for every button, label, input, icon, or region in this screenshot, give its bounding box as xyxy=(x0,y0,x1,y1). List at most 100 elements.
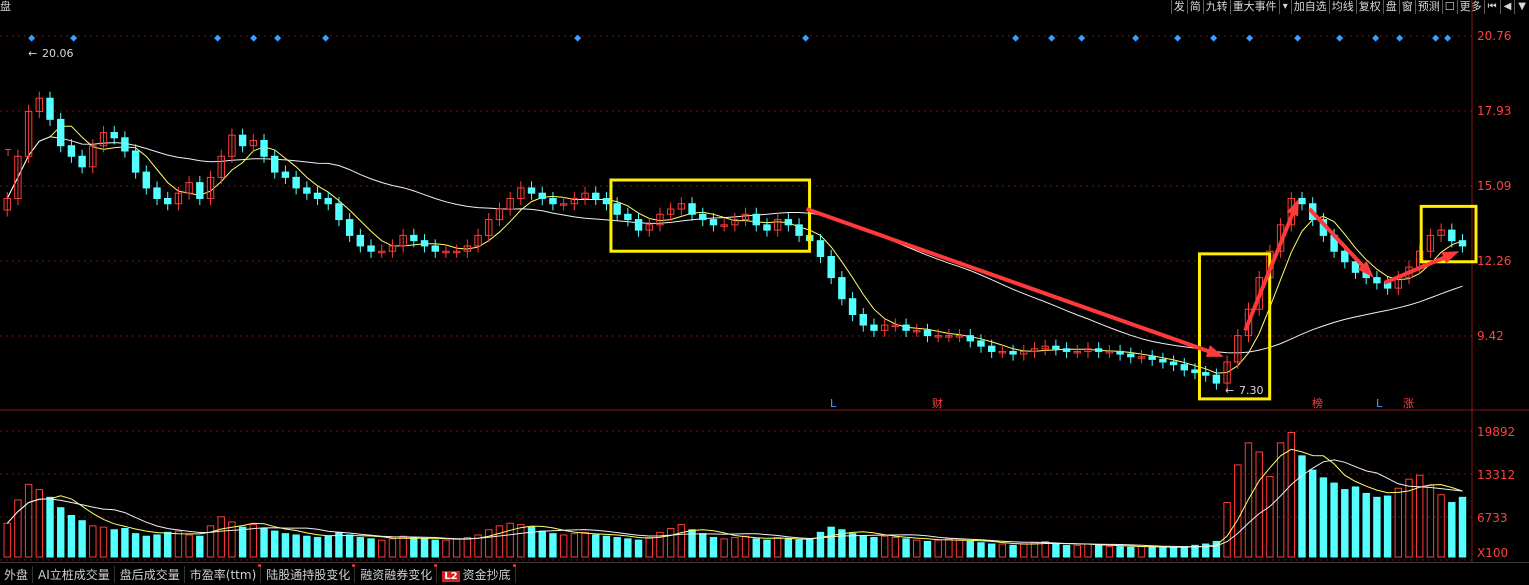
candle-body xyxy=(399,234,407,247)
volume-bar xyxy=(816,531,825,558)
tab-ai-volume[interactable]: AI立桩成交量 xyxy=(34,565,115,583)
volume-bar xyxy=(378,539,386,558)
toolbar-button-window[interactable]: 窗 xyxy=(1398,0,1415,14)
candle-body xyxy=(998,350,1007,354)
toolbar-button-layout[interactable]: ☐ xyxy=(1441,0,1457,14)
trend-arrow-head xyxy=(1286,198,1299,217)
tab-pe-ratio[interactable]: 市盈率(ttm) xyxy=(186,563,262,583)
candle-body xyxy=(784,219,793,226)
toolbar-button-pan[interactable]: 盘 xyxy=(1382,0,1399,14)
volume-bar xyxy=(452,538,461,558)
volume-bar xyxy=(238,526,247,558)
candle-body xyxy=(185,182,193,194)
price-tick: 20.76 xyxy=(1477,29,1511,43)
volume-bar xyxy=(1169,547,1178,558)
candle-body xyxy=(1009,350,1017,355)
event-diamond xyxy=(1294,34,1302,42)
toolbar-button-forecast[interactable]: 预测 xyxy=(1414,0,1442,14)
volume-ma-short xyxy=(6,448,1463,548)
toolbar-button-adjust[interactable]: 复权 xyxy=(1355,0,1383,14)
candle-body xyxy=(613,203,621,215)
next-arrow-icon[interactable]: ▼ xyxy=(1514,0,1529,14)
volume-bar xyxy=(399,535,407,558)
volume-bar xyxy=(185,534,193,558)
volume-bar xyxy=(763,539,771,558)
trend-arrow-head xyxy=(1357,261,1374,278)
low-price-label: 7.30 xyxy=(1239,384,1264,397)
first-page-icon[interactable]: ⏮ xyxy=(1483,0,1500,14)
candle-body xyxy=(1223,361,1231,384)
prev-arrow-icon[interactable]: ◀ xyxy=(1499,0,1515,14)
volume-bar xyxy=(1373,496,1381,558)
volume-bar xyxy=(1308,469,1317,558)
volume-bar xyxy=(206,525,215,558)
kline-chart[interactable]: 20.76 17.93 15.09 12.26 9.42 19892 13312… xyxy=(0,0,1529,562)
tab-northbound-holding[interactable]: 陆股通持股变化 xyxy=(262,563,356,583)
toolbar-button-add-watchlist[interactable]: 加自选 xyxy=(1290,0,1329,14)
volume-bar xyxy=(356,537,365,558)
volume-bar xyxy=(303,535,311,558)
toolbar-button-jiuzhuan[interactable]: 九转 xyxy=(1202,0,1230,14)
volume-bar xyxy=(1255,451,1263,558)
tab-dot xyxy=(352,563,356,567)
toolbar-button-major-events[interactable]: 重大事件 xyxy=(1229,0,1279,14)
candle-body xyxy=(442,250,450,254)
candle-body xyxy=(35,97,44,112)
volume-bar xyxy=(1127,546,1135,558)
event-diamond xyxy=(1012,34,1020,42)
tab-capital-bottom[interactable]: L2 资金抄底 xyxy=(438,563,516,583)
candle-body xyxy=(1351,261,1360,273)
marker-bang: 榜 xyxy=(1312,396,1323,410)
event-diamond xyxy=(1396,34,1404,42)
candle-body xyxy=(121,137,129,152)
volume-bar xyxy=(806,538,814,558)
volume-bar xyxy=(570,533,579,558)
volume-bar xyxy=(121,527,129,558)
volume-bar xyxy=(196,535,204,558)
candle-body xyxy=(131,150,140,173)
tab-after-hours-volume[interactable]: 盘后成交量 xyxy=(116,565,185,583)
toolbar-button-more[interactable]: 更多 xyxy=(1456,0,1484,14)
candle-body xyxy=(420,240,429,247)
candle-body xyxy=(260,139,268,157)
toolbar-button-fa[interactable]: 发 xyxy=(1170,0,1187,14)
tab-margin-trading[interactable]: 融资融券变化 xyxy=(356,563,438,583)
volume-bar xyxy=(1062,544,1071,558)
dropdown-arrow-icon[interactable]: ▾ xyxy=(1278,0,1291,14)
volume-bar xyxy=(838,529,846,558)
candle-body xyxy=(549,197,557,205)
candle-body xyxy=(78,155,86,168)
volume-bar xyxy=(581,531,589,558)
candle-body xyxy=(699,213,707,221)
event-diamond xyxy=(1444,34,1452,42)
candle-body xyxy=(570,197,579,205)
volume-bar xyxy=(1030,542,1039,558)
volume-bar xyxy=(35,489,44,558)
tab-outer-volume[interactable]: 外盘 xyxy=(0,565,34,583)
candle-body xyxy=(773,219,782,231)
trend-arrow-head xyxy=(1205,345,1224,357)
volume-bar xyxy=(1383,495,1392,558)
volume-bar xyxy=(153,534,161,558)
candle-body xyxy=(816,240,825,257)
candle-body xyxy=(945,335,953,338)
volume-bar xyxy=(131,533,140,558)
toolbar-button-moving-average[interactable]: 均线 xyxy=(1328,0,1356,14)
candle-body xyxy=(238,134,247,147)
candle-body xyxy=(848,298,857,316)
volume-bar xyxy=(24,483,33,558)
event-diamond xyxy=(70,34,78,42)
toolbar-button-jian[interactable]: 简 xyxy=(1186,0,1203,14)
candle-body xyxy=(891,324,900,328)
volume-bar xyxy=(784,538,793,558)
volume-ma-long xyxy=(6,459,1463,548)
volume-bar xyxy=(549,533,557,558)
volume-bar xyxy=(313,537,322,558)
tab-dot xyxy=(512,563,516,567)
candle-body xyxy=(57,118,65,147)
tab-dot xyxy=(434,563,438,567)
candle-body xyxy=(752,213,760,226)
volume-bar xyxy=(89,525,97,558)
volume-bar xyxy=(773,537,782,558)
candle-body xyxy=(1116,350,1124,355)
